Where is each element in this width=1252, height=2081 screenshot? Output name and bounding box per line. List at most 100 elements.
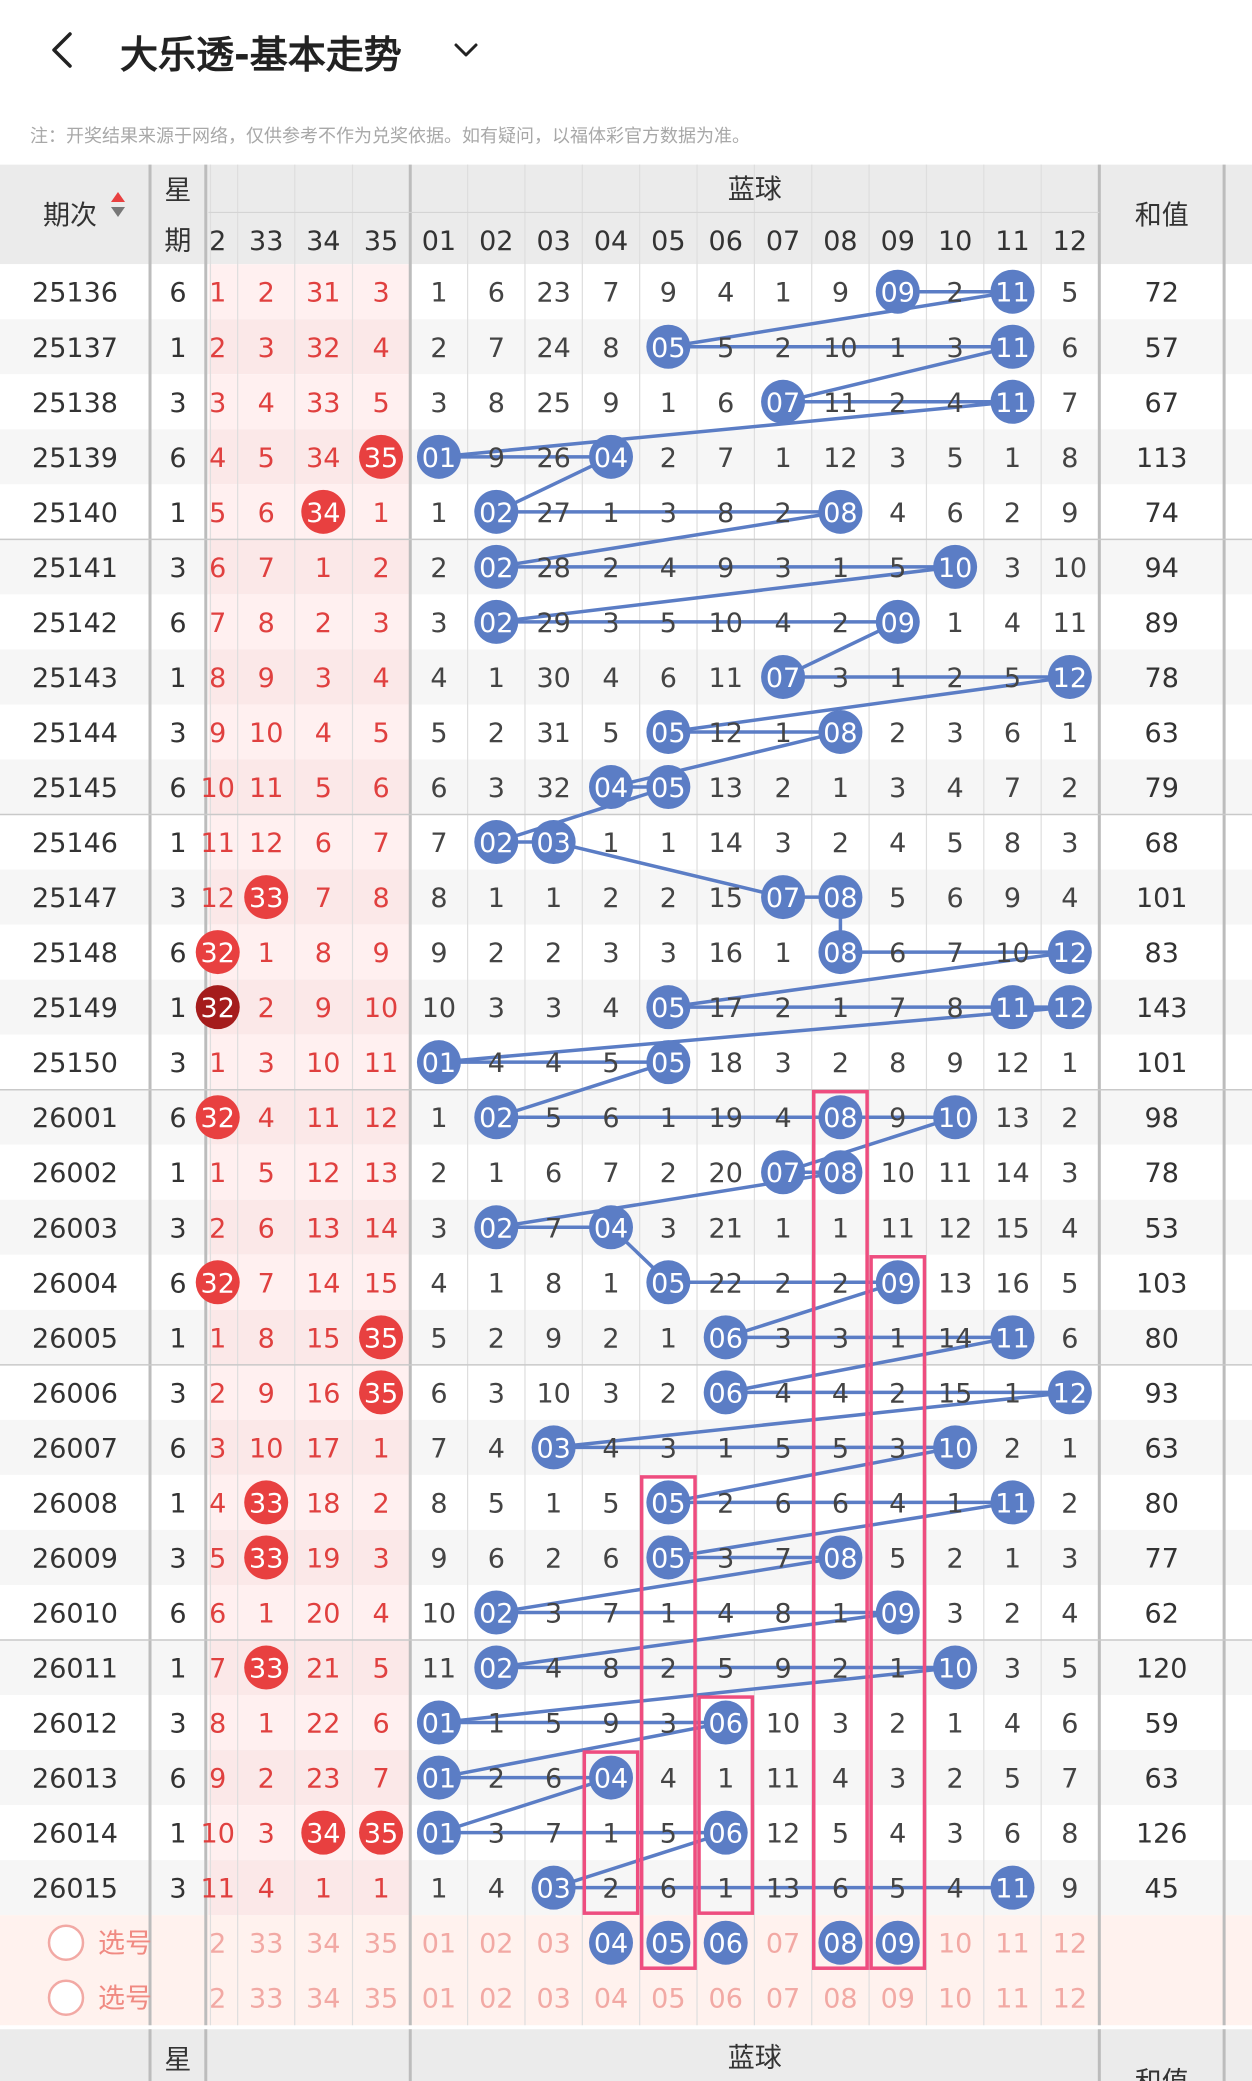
pick-blue-number[interactable]: 04 — [594, 1984, 628, 2015]
pick-blue-number[interactable]: 08 — [823, 1984, 857, 2015]
blue-miss-cell: 4 — [832, 1378, 849, 1409]
blue-miss-cell: 3 — [889, 443, 906, 474]
pick-red-number[interactable]: 2 — [209, 1984, 226, 2015]
sort-icon[interactable] — [111, 192, 125, 217]
blue-ball — [990, 379, 1035, 424]
blue-miss-cell: 1 — [488, 1268, 505, 1299]
pick-blue-number[interactable]: 02 — [479, 1929, 513, 1960]
blue-ball-number: 08 — [823, 938, 857, 969]
radio-circle-icon — [47, 1924, 85, 1961]
pick-red-number[interactable]: 35 — [364, 1929, 398, 1960]
pick-red-number[interactable]: 34 — [306, 1929, 340, 1960]
pick-blue-number[interactable]: 07 — [766, 1929, 800, 1960]
blue-miss-cell: 9 — [430, 1543, 447, 1574]
pick-blue-number[interactable]: 12 — [1053, 1984, 1087, 2015]
blue-ball-number: 01 — [422, 1819, 456, 1850]
pick-blue-number[interactable]: 09 — [881, 1929, 915, 1960]
blue-miss-cell: 1 — [602, 828, 619, 859]
pick-blue-ball-selected[interactable] — [703, 1920, 748, 1965]
red-zone-bg — [208, 1419, 410, 1475]
blue-miss-cell: 6 — [1004, 718, 1021, 749]
blue-miss-cell: 11 — [766, 1764, 800, 1795]
blue-miss-cell: 5 — [430, 718, 447, 749]
red-miss-cell: 4 — [209, 1488, 226, 1519]
pick-blue-number[interactable]: 06 — [709, 1984, 743, 2015]
red-miss-cell: 10 — [306, 1048, 340, 1079]
pick-blue-ball-selected[interactable] — [818, 1920, 863, 1965]
blue-col-header[interactable]: 02 — [479, 226, 513, 257]
red-ball — [359, 1370, 404, 1415]
pick-blue-number[interactable]: 07 — [766, 1984, 800, 2015]
blue-miss-cell: 20 — [709, 1158, 743, 1189]
pick-blue-number[interactable]: 01 — [422, 1929, 456, 1960]
blue-col-header[interactable]: 08 — [823, 226, 857, 257]
red-miss-cell: 7 — [258, 1268, 275, 1299]
red-miss-cell: 9 — [315, 993, 332, 1024]
blue-miss-cell: 7 — [430, 1433, 447, 1464]
pick-blue-number[interactable]: 05 — [651, 1984, 685, 2015]
pick-blue-number[interactable]: 11 — [995, 1929, 1029, 1960]
red-ball-number: 33 — [249, 1543, 283, 1574]
blue-col-header[interactable]: 07 — [766, 226, 800, 257]
pick-blue-number[interactable]: 12 — [1053, 1929, 1087, 1960]
sum-cell: 78 — [1145, 663, 1179, 694]
pick-blue-number[interactable]: 08 — [823, 1929, 857, 1960]
back-button[interactable] — [40, 28, 84, 72]
pick-red-number[interactable]: 33 — [249, 1984, 283, 2015]
red-miss-cell: 12 — [364, 1103, 398, 1134]
pick-red-number[interactable]: 2 — [209, 1929, 226, 1960]
pick-select-button[interactable]: 选号 — [47, 1924, 152, 1961]
pick-blue-ball-selected[interactable] — [646, 1920, 691, 1965]
blue-ball — [761, 379, 806, 424]
pick-blue-number[interactable]: 10 — [938, 1929, 972, 1960]
pick-blue-number[interactable]: 03 — [536, 1929, 570, 1960]
red-miss-cell: 9 — [258, 663, 275, 694]
blue-col-header[interactable]: 01 — [422, 226, 456, 257]
pick-blue-number[interactable]: 06 — [709, 1929, 743, 1960]
blue-miss-cell: 4 — [430, 663, 447, 694]
sum-cell: 101 — [1136, 1048, 1188, 1079]
pick-blue-number[interactable]: 04 — [594, 1929, 628, 1960]
pick-blue-number[interactable]: 03 — [536, 1984, 570, 2015]
pick-blue-ball-selected[interactable] — [588, 1920, 633, 1965]
pick-red-number[interactable]: 34 — [306, 1984, 340, 2015]
blue-miss-cell: 4 — [1004, 1709, 1021, 1740]
pick-blue-ball-selected[interactable] — [875, 1920, 920, 1965]
red-ball — [244, 1480, 289, 1525]
blue-col-header[interactable]: 10 — [938, 226, 972, 257]
footer-week-header: 星 — [164, 2045, 191, 2076]
blue-miss-cell: 5 — [832, 1819, 849, 1850]
red-miss-cell: 9 — [209, 718, 226, 749]
title-dropdown-button[interactable] — [446, 30, 486, 70]
blue-col-header[interactable]: 11 — [995, 226, 1029, 257]
pick-blue-number[interactable]: 05 — [651, 1929, 685, 1960]
week-cell: 6 — [169, 1268, 186, 1299]
blue-miss-cell: 1 — [717, 1764, 734, 1795]
pick-blue-number[interactable]: 09 — [881, 1984, 915, 2015]
blue-miss-cell: 2 — [947, 278, 964, 309]
red-miss-cell: 10 — [249, 718, 283, 749]
red-miss-cell: 6 — [209, 553, 226, 584]
pick-blue-number[interactable]: 02 — [479, 1984, 513, 2015]
blue-col-header[interactable]: 06 — [709, 226, 743, 257]
blue-ball — [474, 1590, 519, 1635]
pick-red-number[interactable]: 35 — [364, 1984, 398, 2015]
blue-ball — [474, 544, 519, 589]
pick-red-number[interactable]: 33 — [249, 1929, 283, 1960]
blue-col-header[interactable]: 05 — [651, 226, 685, 257]
pick-blue-number[interactable]: 11 — [995, 1984, 1029, 2015]
blue-col-header[interactable]: 03 — [536, 226, 570, 257]
blue-col-header[interactable]: 09 — [881, 226, 915, 257]
pick-select-button[interactable]: 选号 — [47, 1979, 152, 2016]
blue-miss-cell: 9 — [488, 443, 505, 474]
red-miss-cell: 2 — [372, 553, 389, 584]
blue-col-header[interactable]: 12 — [1053, 226, 1087, 257]
pick-blue-number[interactable]: 01 — [422, 1984, 456, 2015]
blue-miss-cell: 6 — [832, 1874, 849, 1905]
blue-col-header[interactable]: 04 — [594, 226, 628, 257]
blue-ball-number: 02 — [479, 1213, 513, 1244]
blue-miss-cell: 21 — [709, 1213, 743, 1244]
period-cell: 26015 — [32, 1874, 118, 1905]
red-miss-cell: 1 — [209, 1158, 226, 1189]
pick-blue-number[interactable]: 10 — [938, 1984, 972, 2015]
